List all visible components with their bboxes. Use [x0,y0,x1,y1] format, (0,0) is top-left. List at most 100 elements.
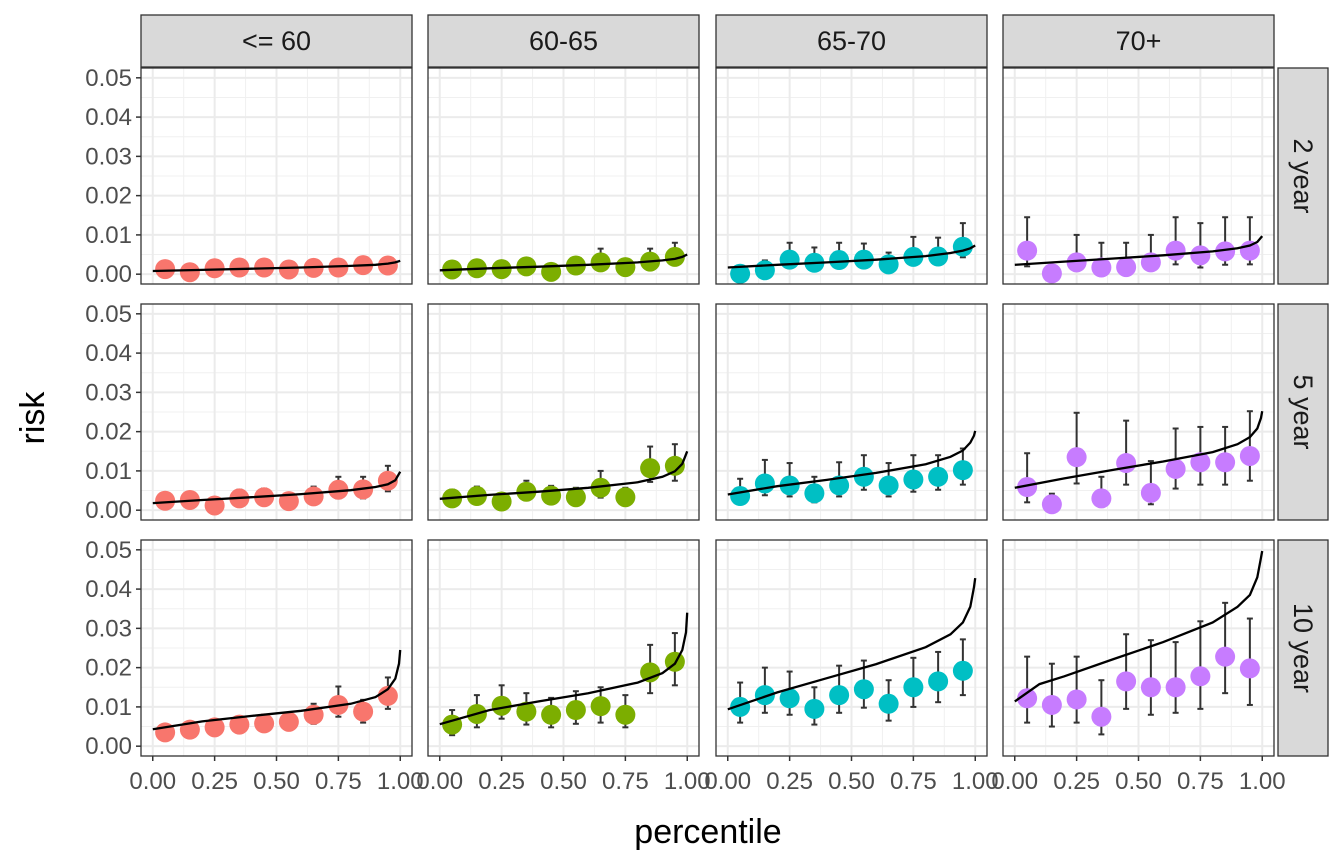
facet-strip-row [1277,303,1329,521]
data-point [377,255,398,276]
model-curve [152,259,401,273]
data-point [1239,445,1260,466]
data-point [615,487,636,508]
facet-strip-label: 60-65 [529,26,598,56]
data-point [491,695,512,716]
data-point [516,701,537,722]
data-point [878,693,899,714]
facet-strip-row [1277,539,1329,757]
data-point [878,475,899,496]
data-point [903,677,924,698]
facet-panel [1002,539,1275,757]
x-tick-label: 0.50 [828,768,875,795]
data-point [730,696,751,717]
data-point [952,660,973,681]
data-point [779,249,800,270]
facet-panel [140,67,413,285]
x-tick-label: 0.50 [1115,768,1162,795]
y-tick-label: 0.05 [85,301,132,328]
model-curve [727,430,977,496]
x-axis-title: percentile [634,813,781,851]
y-tick-label: 0.00 [85,733,132,760]
facet-panel [140,303,413,521]
data-point [590,696,611,717]
data-point [615,704,636,725]
data-point [664,246,685,267]
data-point [1066,447,1087,468]
x-tick-label: 0.50 [540,768,587,795]
model-curve [727,244,976,269]
y-tick-label: 0.02 [85,655,132,682]
data-point [1140,482,1161,503]
x-tick-label: 1.00 [664,768,711,795]
data-point [829,250,850,271]
data-point [1116,257,1137,278]
data-point [491,491,512,512]
x-tick-label: 0.25 [478,768,525,795]
facet-strip-label: 5 year [1288,374,1318,449]
y-tick-label: 0.01 [85,458,132,485]
data-point [1165,240,1186,261]
data-point [1091,257,1112,278]
data-point [1041,494,1062,515]
model-curve [152,649,402,731]
data-point [1215,452,1236,473]
data-point [1215,646,1236,667]
panel-border [1002,67,1275,285]
data-point [1190,452,1211,473]
panel-border [1002,303,1275,521]
x-tick-label: 1.00 [952,768,999,795]
data-point [829,685,850,706]
data-point [640,458,661,479]
data-point [278,259,299,280]
data-point [779,688,800,709]
data-point [303,486,324,507]
data-point [1140,677,1161,698]
data-point [853,679,874,700]
x-tick-label: 0.00 [991,768,1038,795]
data-point [754,685,775,706]
facet-strip-label: 2 year [1288,138,1318,213]
model-curve [727,577,977,711]
data-point [829,475,850,496]
x-tick-label: 0.50 [253,768,300,795]
model-curve [439,612,689,726]
data-point [928,671,949,692]
facet-strip-col [140,14,413,68]
data-point [1165,458,1186,479]
model-curve [1014,410,1264,489]
facet-panel [1002,303,1275,521]
facet-panel [715,67,988,285]
x-tick-label: 0.75 [602,768,649,795]
y-tick-label: 0.04 [85,104,132,131]
y-tick-label: 0.02 [85,183,132,210]
y-tick-label: 0.05 [85,65,132,92]
data-point [903,469,924,490]
data-point [1239,658,1260,679]
data-point [1017,688,1038,709]
data-point [1017,477,1038,498]
y-tick-label: 0.00 [85,497,132,524]
data-point [278,711,299,732]
data-point [1041,694,1062,715]
y-tick-label: 0.00 [85,261,132,288]
facet-strip-col [427,14,700,68]
data-point [1017,240,1038,261]
model-curve [439,253,688,272]
data-point [229,714,250,735]
data-point [204,717,225,738]
model-curve [439,450,689,500]
data-point [155,259,176,280]
data-point [952,460,973,481]
data-point [565,700,586,721]
facet-panel [715,539,988,757]
facet-strip-label: 70+ [1116,26,1162,56]
x-tick-label: 0.00 [416,768,463,795]
facet-strip-col [715,14,988,68]
data-point [952,236,973,257]
data-point [565,487,586,508]
facet-strip-label: 65-70 [817,26,886,56]
data-point [640,662,661,683]
data-point [1091,488,1112,509]
data-point [1239,240,1260,261]
